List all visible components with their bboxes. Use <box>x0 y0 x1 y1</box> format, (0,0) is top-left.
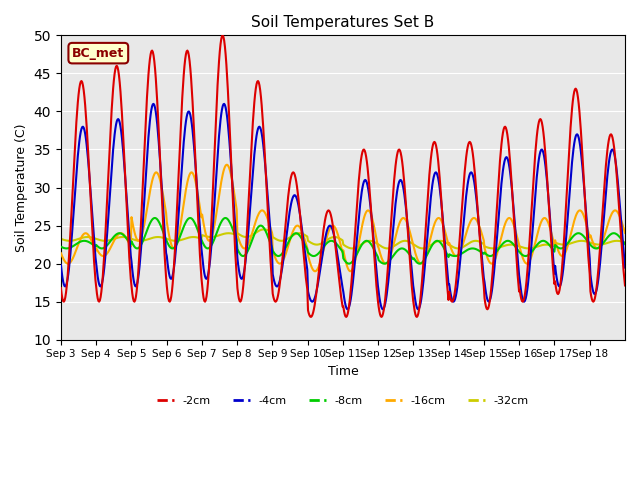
Title: Soil Temperatures Set B: Soil Temperatures Set B <box>252 15 435 30</box>
Legend: -2cm, -4cm, -8cm, -16cm, -32cm: -2cm, -4cm, -8cm, -16cm, -32cm <box>153 391 533 410</box>
X-axis label: Time: Time <box>328 365 358 378</box>
Y-axis label: Soil Temperature (C): Soil Temperature (C) <box>15 123 28 252</box>
Text: BC_met: BC_met <box>72 47 124 60</box>
